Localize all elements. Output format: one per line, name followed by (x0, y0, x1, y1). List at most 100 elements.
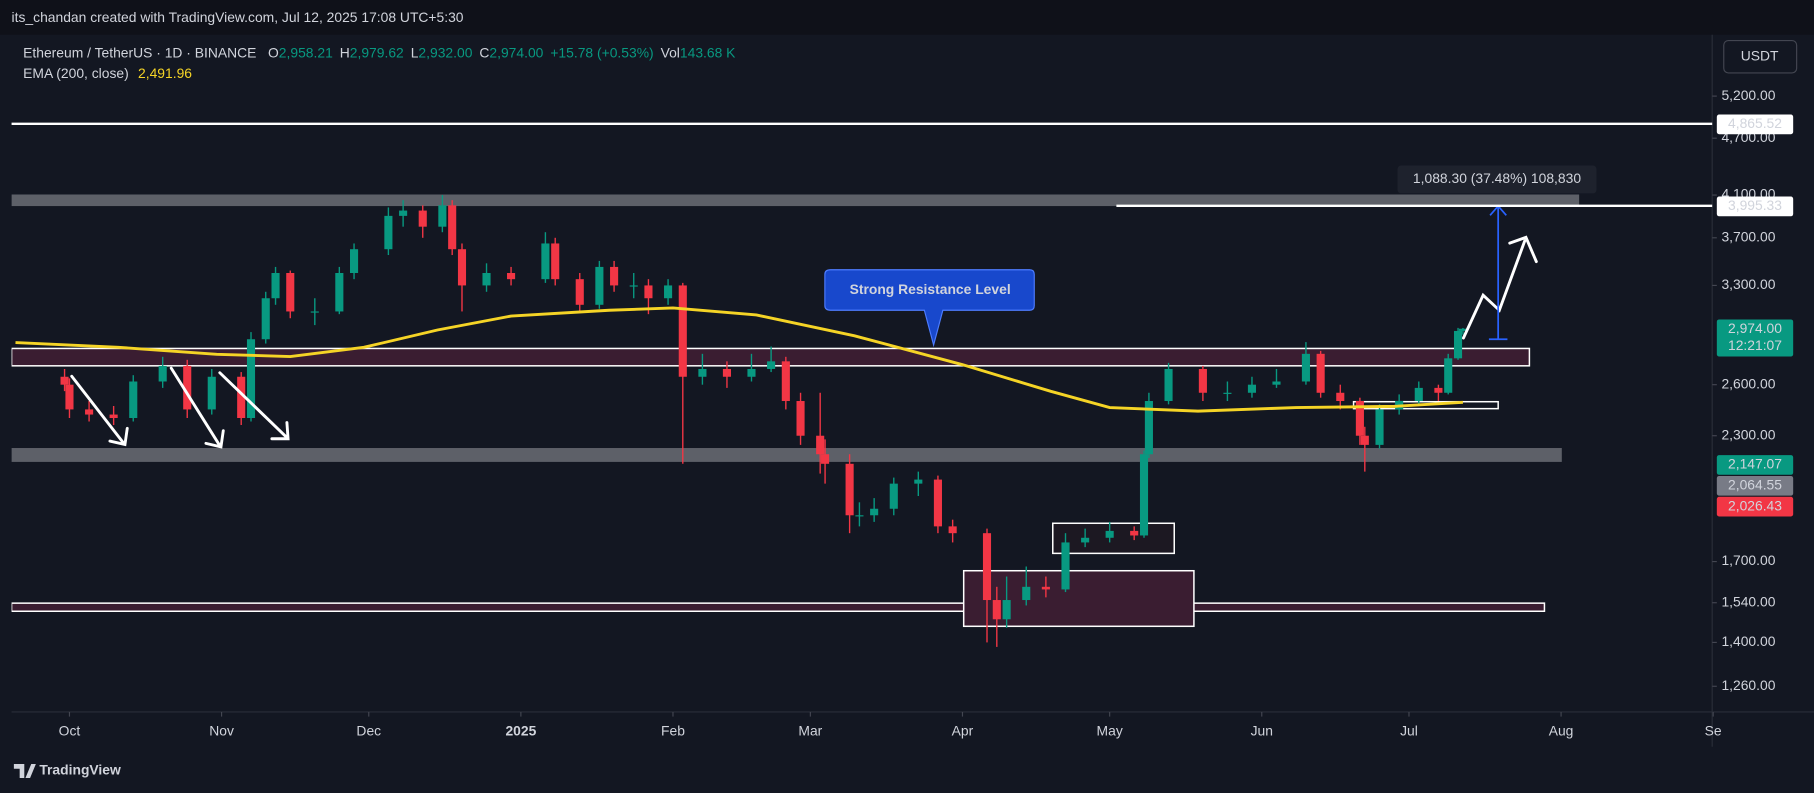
price-tag (1716, 319, 1794, 357)
y-tick-label: 1,540.00 (1721, 593, 1775, 609)
candle-body (85, 409, 94, 415)
candle-body (1453, 330, 1463, 359)
candle-body (1061, 542, 1070, 590)
price-tag-label: 2,974.00 (1728, 320, 1782, 336)
candle-body (384, 215, 393, 250)
candle-body (310, 311, 319, 313)
x-tick-label: Nov (209, 722, 234, 738)
candle-body (1041, 586, 1050, 590)
x-tick-label: Apr (952, 722, 974, 738)
candle-body (183, 365, 192, 410)
ohlc-value: 2,932.00 (418, 44, 472, 60)
candle-body (349, 249, 359, 273)
currency[interactable]: USDT (1741, 47, 1779, 63)
brand-logo (13, 764, 36, 778)
candle-body (65, 384, 74, 410)
y-tick-label: 1,400.00 (1721, 633, 1775, 649)
candle-body (629, 285, 638, 287)
y-tick-label: 2,600.00 (1721, 375, 1775, 391)
price-tag (1716, 114, 1794, 135)
candle-body (1081, 537, 1090, 543)
ema-line: EMA (200, close) 2,491.96 (23, 65, 192, 81)
ohlc-value: 2,974.00 (489, 44, 543, 60)
down-arrow (70, 374, 129, 447)
candle-body (821, 454, 830, 464)
measure-label: 1,088.30 (37.48%) 108,830 (1413, 170, 1581, 186)
x-tick-label: Oct (59, 722, 81, 738)
candle-body (1247, 384, 1257, 393)
currency-button[interactable] (1723, 39, 1798, 74)
candle-body (1223, 392, 1232, 394)
candle-body (722, 368, 731, 377)
projection-arrow (1462, 235, 1538, 340)
candle-body (982, 533, 992, 601)
drawings (11, 194, 1580, 628)
candle-body (438, 205, 447, 227)
candle-body (541, 243, 550, 280)
candle-body (271, 272, 280, 299)
y-tick-label: 1,700.00 (1721, 552, 1775, 568)
top-bar (0, 0, 1814, 35)
support-band (11, 448, 1562, 462)
candle-body (747, 368, 756, 377)
candle-body (1144, 401, 1153, 455)
x-tick-label: Aug (1549, 722, 1574, 738)
candle-body (1139, 454, 1149, 536)
candle-body (1444, 358, 1453, 393)
candle-body (129, 381, 138, 419)
candle-body (1002, 600, 1011, 620)
candle-body (1130, 530, 1139, 536)
ohlc-value: 2,979.62 (350, 44, 404, 60)
overlay: 1,088.30 (37.48%) 108,830 Strong Resista… (70, 165, 1597, 449)
candle-body (286, 272, 295, 312)
candle-body (1360, 435, 1369, 445)
trend-arrows (70, 235, 1538, 449)
change: +15.78 (+0.53%) (550, 44, 653, 60)
candle-body (457, 249, 467, 286)
candle-body (261, 298, 270, 340)
ohlc-key: O (268, 44, 279, 60)
candle-body (678, 285, 687, 377)
x-tick-label: Feb (661, 722, 685, 738)
candle-body (335, 272, 344, 312)
support-zone (11, 602, 1546, 612)
price-tag-label: 3,995.33 (1728, 197, 1782, 213)
candle-body (889, 483, 898, 509)
volume-key: Vol (661, 44, 680, 60)
candle-body (796, 401, 805, 436)
candle-body (1458, 328, 1467, 331)
candle-body (948, 526, 957, 534)
candle-body (1105, 530, 1114, 538)
candle-body (1336, 392, 1345, 402)
candle-body (1375, 409, 1384, 445)
brand: TradingView (39, 762, 121, 778)
accumulation-box (962, 569, 1195, 628)
ema-label: EMA (200, close) (23, 65, 129, 81)
candle-body (575, 279, 584, 305)
candle-body (870, 508, 879, 516)
candle-body (109, 414, 118, 419)
y-tick-label: 3,700.00 (1721, 228, 1775, 244)
callout-text: Strong Resistance Level (850, 281, 1011, 297)
measure-box (1397, 165, 1597, 194)
price-tag-label: 2,064.55 (1728, 476, 1782, 492)
candle-body (610, 266, 619, 286)
candle-body (595, 266, 604, 305)
symbol: Ethereum / TetherUS · 1D · BINANCE (23, 44, 256, 60)
down-arrow (218, 371, 290, 441)
callout (824, 269, 1035, 348)
consolidation-box (1052, 522, 1175, 555)
candle-body (816, 435, 825, 455)
price-tag-label: 4,865.52 (1728, 115, 1782, 131)
candle-body (1164, 368, 1173, 402)
candle-body (207, 376, 216, 410)
candle-body (933, 479, 942, 527)
ohlc-key: L (411, 44, 419, 60)
x-tick-label: May (1097, 722, 1123, 738)
ema-value: 2,491.96 (138, 65, 192, 81)
candle-body (1355, 401, 1364, 436)
candle-body (1414, 387, 1423, 402)
ohlc-value: 2,958.21 (279, 44, 333, 60)
